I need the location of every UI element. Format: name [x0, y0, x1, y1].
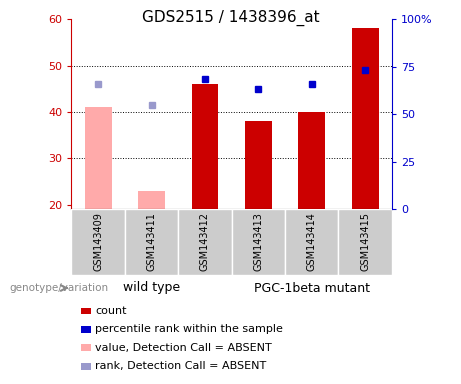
Bar — [192, 84, 219, 209]
Bar — [231, 209, 285, 275]
Bar — [85, 107, 112, 209]
Text: GSM143412: GSM143412 — [200, 212, 210, 271]
Bar — [71, 209, 125, 275]
Text: value, Detection Call = ABSENT: value, Detection Call = ABSENT — [95, 343, 272, 353]
Text: GSM143409: GSM143409 — [93, 212, 103, 271]
Text: wild type: wild type — [123, 281, 180, 295]
Bar — [285, 209, 338, 275]
Bar — [125, 209, 178, 275]
Text: PGC-1beta mutant: PGC-1beta mutant — [254, 281, 370, 295]
Text: count: count — [95, 306, 127, 316]
Text: GSM143413: GSM143413 — [254, 212, 263, 271]
Bar — [352, 28, 378, 209]
Text: GSM143414: GSM143414 — [307, 212, 317, 271]
Bar — [298, 112, 325, 209]
Bar — [245, 121, 272, 209]
Text: GSM143411: GSM143411 — [147, 212, 157, 271]
Text: genotype/variation: genotype/variation — [9, 283, 108, 293]
Bar — [138, 191, 165, 209]
Text: GSM143415: GSM143415 — [360, 212, 370, 271]
Bar — [338, 209, 392, 275]
Text: GDS2515 / 1438396_at: GDS2515 / 1438396_at — [142, 10, 319, 26]
Text: percentile rank within the sample: percentile rank within the sample — [95, 324, 284, 334]
Text: rank, Detection Call = ABSENT: rank, Detection Call = ABSENT — [95, 361, 266, 371]
Bar — [178, 209, 231, 275]
